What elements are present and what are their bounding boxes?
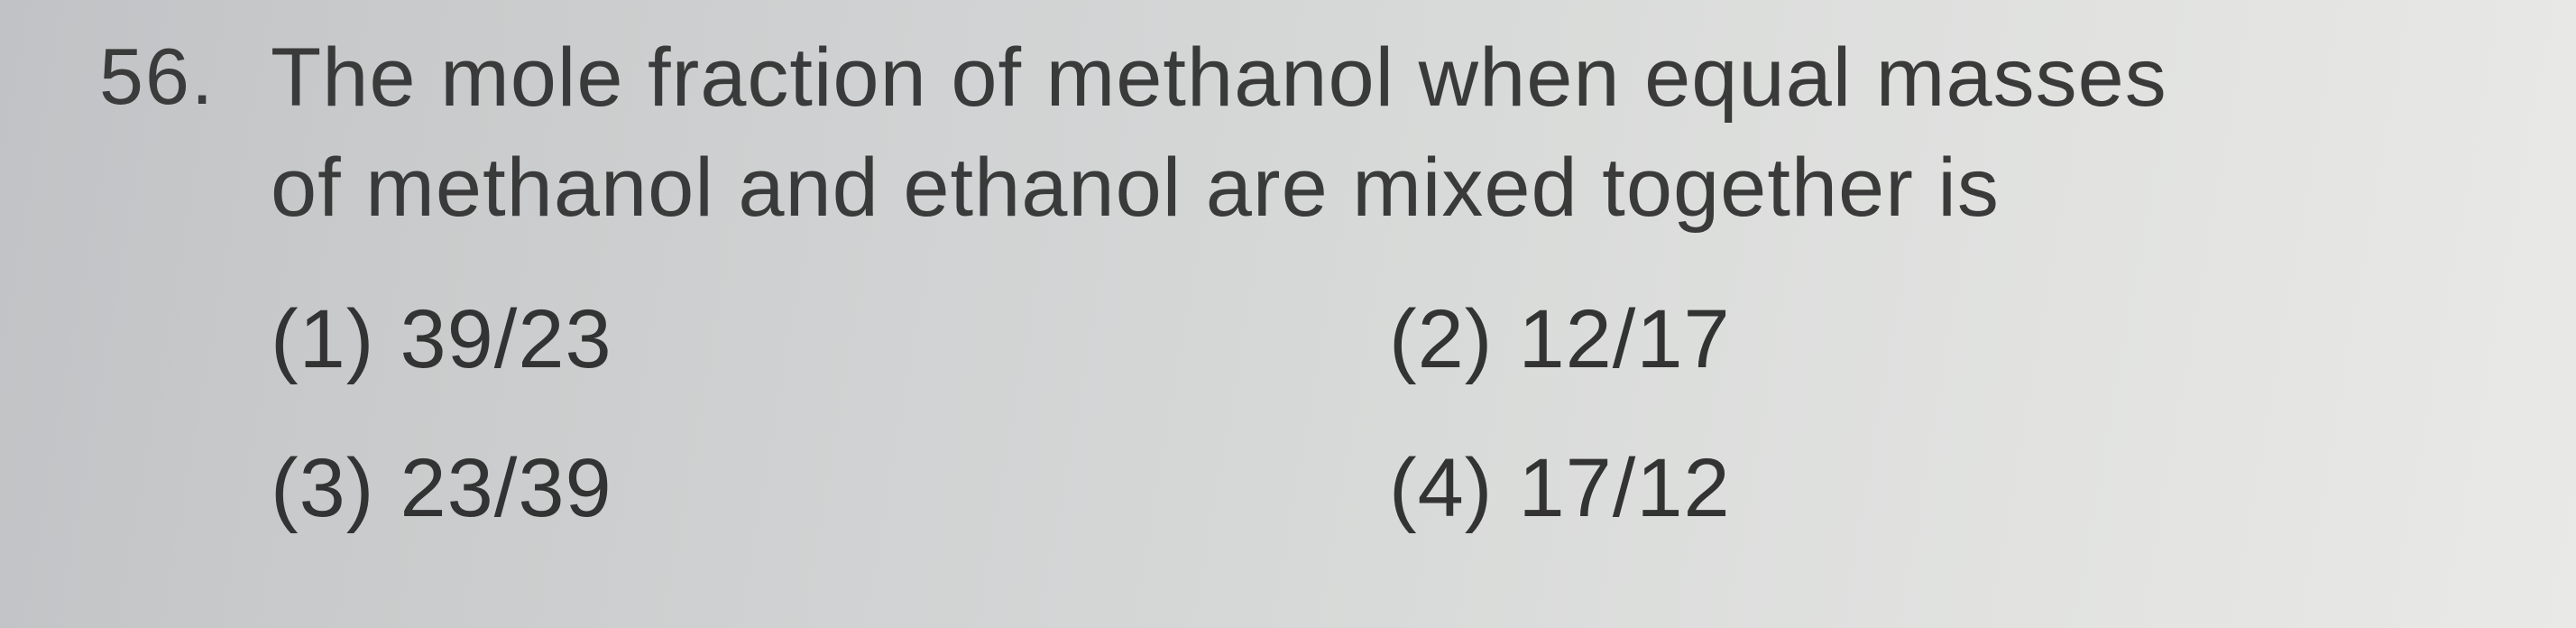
question-line-2: of methanol and ethanol are mixed togeth… — [271, 137, 2167, 238]
option-2: (2) 12/17 — [1389, 292, 2489, 387]
question-block: 56. The mole fraction of methanol when e… — [99, 27, 2489, 536]
option-2-text: 12/17 — [1518, 292, 1730, 387]
question-line-1: The mole fraction of methanol when equal… — [271, 27, 2167, 128]
option-3: (3) 23/39 — [271, 441, 1389, 536]
option-1-text: 39/23 — [400, 292, 612, 387]
question-row: 56. The mole fraction of methanol when e… — [99, 27, 2489, 238]
option-4-number: (4) — [1389, 441, 1493, 536]
question-number: 56. — [99, 27, 271, 123]
option-3-number: (3) — [271, 441, 374, 536]
question-text: The mole fraction of methanol when equal… — [271, 27, 2167, 238]
option-3-text: 23/39 — [400, 441, 612, 536]
option-1-number: (1) — [271, 292, 374, 387]
option-4-text: 17/12 — [1518, 441, 1730, 536]
option-4: (4) 17/12 — [1389, 441, 2489, 536]
option-1: (1) 39/23 — [271, 292, 1389, 387]
options-grid: (1) 39/23 (2) 12/17 (3) 23/39 (4) 17/12 — [271, 292, 2489, 536]
option-2-number: (2) — [1389, 292, 1493, 387]
